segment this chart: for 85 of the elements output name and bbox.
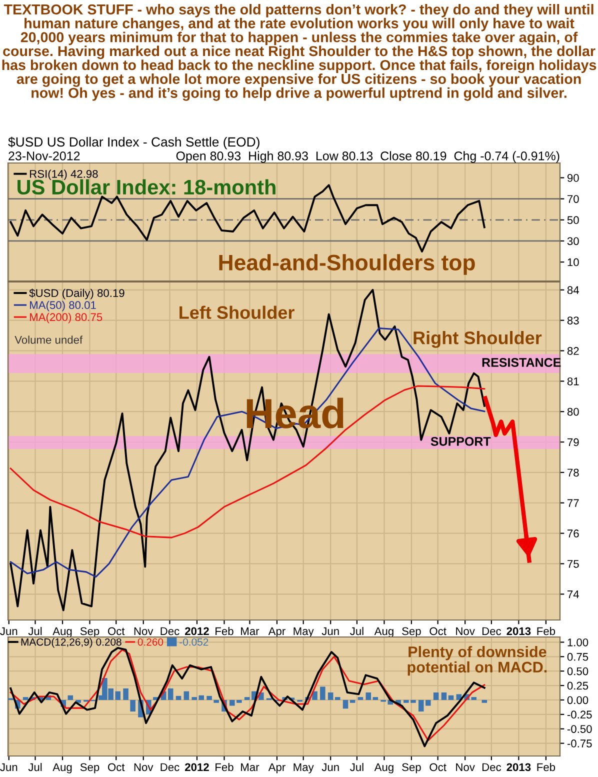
x-tick-label: 2012 <box>185 763 209 772</box>
x-tick-label: Nov <box>456 627 475 636</box>
x-tick-label: Jun <box>0 763 18 772</box>
band-label: SUPPORT <box>430 436 491 446</box>
x-tick-label: Jun <box>0 627 18 636</box>
y-tick-label: 81 <box>567 377 579 386</box>
text: 23-Nov-2012 <box>8 152 80 160</box>
x-tick-label: Jul <box>28 762 42 772</box>
legend-label: RSI(14) 42.98 <box>30 170 98 180</box>
y-tick-label: 50 <box>567 216 579 224</box>
y-tick-label: 0.00 <box>567 696 588 704</box>
annotation: Left Shoulder <box>180 306 294 319</box>
x-tick-label: Oct <box>430 627 446 636</box>
legend-label: MA(50) 80.01 <box>30 300 96 312</box>
x-tick-label: Nov <box>134 627 154 636</box>
y-tick-label: 0.25 <box>567 682 588 690</box>
legend-label: MACD(12,26,9) 0.208 <box>21 638 122 648</box>
y-tick-label: 1.00 <box>568 638 588 646</box>
x-tick-label: Aug <box>374 763 394 774</box>
y-tick-label: 90 <box>567 174 579 182</box>
x-tick-label: May <box>294 763 314 774</box>
y-tick-label: 74 <box>568 590 579 598</box>
x-tick-label: 2012 <box>185 627 209 636</box>
x-tick-label: Jul <box>350 762 364 772</box>
chart-title: TEXTBOOK STUFF - who says the old patterns don’t work? - they do and they will until human nature changes, and at the rate evolution works you will only have to wait 20,000 years minimum for that to happen - unless the commies take over again, of course. Having marked out a nice neat Right Shoulder to the H&S top shown, the dollar has broken down to head back to the neckline support. Once that fails, foreign holidays are going to get a whole lot more expensive for US citizens - so book your vacation now! Oh yes - and it’s going to help drive a powerful uptrend in gold and silver. <box>2 4 596 101</box>
x-tick-label: Jul <box>350 626 364 636</box>
x-tick-label: May <box>294 627 314 638</box>
annotation: Right Shoulder <box>414 331 542 348</box>
x-tick-label: Aug <box>374 627 394 638</box>
x-tick-label: Feb <box>537 762 556 772</box>
legend-label: MA(200) 80.75 <box>30 312 102 324</box>
x-tick-label: Feb <box>216 626 234 636</box>
x-tick-label: Sep <box>80 627 100 638</box>
y-tick-label: 10 <box>568 258 579 266</box>
annotation: Volume undef <box>14 336 83 344</box>
x-tick-label: Sep <box>402 627 421 638</box>
legend-label: -0.052 <box>180 638 208 646</box>
y-tick-label: 84 <box>567 286 579 294</box>
x-tick-label: Apr <box>268 763 286 774</box>
legend-label: 0.260 <box>138 638 164 646</box>
x-tick-label: Oct <box>430 763 446 772</box>
y-tick-label: 82 <box>567 347 579 355</box>
x-tick-label: Dec <box>160 763 180 772</box>
y-tick-label: 70 <box>568 195 579 203</box>
y-tick-label: -0.25 <box>567 710 592 719</box>
x-tick-label: Mar <box>241 627 260 636</box>
x-tick-label: Mar <box>241 763 260 772</box>
x-tick-label: Dec <box>160 627 180 636</box>
y-tick-label: 77 <box>568 499 579 507</box>
x-tick-label: Nov <box>456 763 475 772</box>
x-tick-label: Jun <box>322 763 339 772</box>
x-tick-label: Jun <box>322 627 339 636</box>
text: Open 80.93 High 80.93 Low 80.13 Close 80.19 Chg -0.74 (-0.91%) <box>176 151 560 163</box>
y-tick-label: 83 <box>567 316 579 324</box>
annotation: US Dollar Index: 18-month <box>18 179 276 195</box>
x-tick-label: Dec <box>482 627 502 636</box>
y-tick-label: 0.50 <box>567 667 588 676</box>
x-tick-label: Dec <box>482 763 502 772</box>
x-tick-label: Feb <box>537 626 556 636</box>
y-tick-label: 30 <box>567 237 579 246</box>
y-tick-label: 76 <box>568 530 579 538</box>
x-tick-label: Aug <box>52 763 72 774</box>
x-tick-label: Nov <box>134 763 154 772</box>
y-tick-label: 78 <box>568 468 579 477</box>
y-tick-label: 0.75 <box>567 652 588 661</box>
y-tick-label: 75 <box>568 560 579 568</box>
y-tick-label: 79 <box>568 438 579 446</box>
annotation: Plenty of downside potential on MACD. <box>408 646 547 676</box>
x-tick-label: Sep <box>402 763 421 774</box>
legend-label: $USD (Daily) 80.19 <box>29 288 124 300</box>
chart-subtitle: $USD US Dollar Index - Cash Settle (EOD) <box>8 136 260 150</box>
x-tick-label: Apr <box>268 627 286 638</box>
y-tick-label: 80 <box>567 408 579 416</box>
x-tick-label: 2013 <box>506 627 531 636</box>
band-label: RESISTANCE <box>482 358 561 367</box>
x-tick-label: Jul <box>28 626 42 636</box>
x-tick-label: Oct <box>108 763 125 772</box>
annotation: Head-and-Shoulders top <box>219 254 475 275</box>
y-tick-label: -0.50 <box>567 725 592 733</box>
x-tick-label: Sep <box>80 763 100 774</box>
x-tick-label: 2013 <box>506 763 531 772</box>
x-tick-label: Oct <box>108 627 125 636</box>
x-tick-label: Feb <box>216 762 234 772</box>
y-tick-label: -0.75 <box>567 740 592 748</box>
x-tick-label: Aug <box>52 627 72 638</box>
